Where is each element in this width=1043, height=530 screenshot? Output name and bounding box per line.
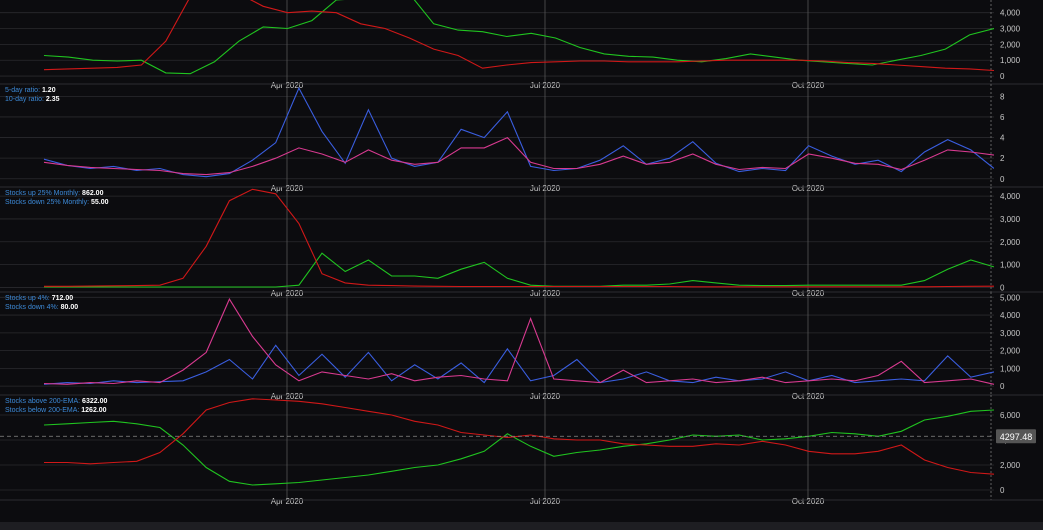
y-tick-label: 6: [1000, 113, 1005, 122]
y-tick-label: 0: [1000, 72, 1005, 81]
y-tick-label: 1,000: [1000, 261, 1021, 270]
legend-row: Stocks below 200-EMA: 1262.00: [5, 406, 107, 415]
y-tick-label: 2,000: [1000, 347, 1021, 356]
y-tick-label: 5,000: [1000, 293, 1021, 302]
legend-label: Stocks below 200-EMA:: [5, 407, 82, 414]
y-tick-label: 0: [1000, 382, 1005, 391]
pane-legend: 5-day ratio: 1.20 10-day ratio: 2.35: [5, 86, 59, 104]
legend-row: Stocks down 4%: 80.00: [5, 303, 78, 312]
legend-label: Stocks down 25% Monthly:: [5, 199, 91, 206]
y-tick-label: 2,000: [1000, 238, 1021, 247]
y-tick-label: 0: [1000, 283, 1005, 292]
price-label-box: [996, 429, 1036, 444]
series-line-1: [44, 252, 994, 288]
legend-value: 55.00: [91, 199, 109, 206]
y-tick-label: 6,000: [1000, 411, 1021, 420]
legend-label: 5-day ratio:: [5, 87, 42, 94]
y-tick-label: 4,000: [1000, 311, 1021, 320]
y-tick-label: 1,000: [1000, 364, 1021, 373]
legend-row: 10-day ratio: 2.35: [5, 95, 59, 104]
y-tick-label: 3,000: [1000, 215, 1021, 224]
y-tick-label: 4: [1000, 134, 1005, 143]
y-tick-label: 4,000: [1000, 9, 1021, 18]
series-line-2: [43, 297, 994, 385]
legend-label: 10-day ratio:: [5, 96, 46, 103]
pane-legend: Stocks up 4%: 712.00 Stocks down 4%: 80.0…: [5, 294, 78, 312]
price-label: 4297.48: [1000, 432, 1033, 442]
y-tick-label: 4,000: [1000, 192, 1021, 201]
legend-row: Stocks up 25% Monthly: 862.00: [5, 189, 109, 198]
bottom-strip: [0, 522, 1043, 530]
legend-row: 5-day ratio: 1.20: [5, 86, 59, 95]
legend-label: Stocks up 25% Monthly:: [5, 190, 83, 197]
y-tick-label: 0: [1000, 486, 1005, 495]
y-tick-label: 2,000: [1000, 461, 1021, 470]
y-tick-label: 3,000: [1000, 25, 1021, 34]
series-line-2: [43, 0, 994, 72]
y-tick-label: 0: [1000, 175, 1005, 184]
legend-value: 1262.00: [81, 407, 107, 414]
pane-legend: Stocks above 200-EMA: 6322.00 Stocks belo…: [5, 397, 107, 415]
legend-value: 712.00: [51, 295, 74, 302]
legend-row: Stocks down 25% Monthly: 55.00: [5, 198, 109, 207]
series-line-1: [43, 0, 994, 75]
y-tick-label: 3,000: [1000, 329, 1021, 338]
legend-value: 862.00: [82, 190, 104, 197]
legend-value: 2.35: [45, 96, 60, 103]
legend-label: Stocks down 4%:: [5, 304, 61, 311]
legend-value: 80.00: [60, 304, 79, 311]
series-line-1: [43, 344, 994, 385]
x-tick-label: Jul 2020: [530, 497, 561, 506]
legend-label: Stocks up 4%:: [5, 295, 52, 302]
x-tick-label: Oct 2020: [792, 497, 825, 506]
series-line-2: [43, 136, 994, 176]
x-tick-label: Apr 2020: [271, 497, 304, 506]
legend-row: Stocks up 4%: 712.00: [5, 294, 78, 303]
legend-row: Stocks above 200-EMA: 6322.00: [5, 397, 107, 406]
series-line-1: [43, 409, 994, 486]
legend-value: 1.20: [41, 87, 56, 94]
pane-legend: Stocks up 25% Monthly: 862.00 Stocks down…: [5, 189, 109, 207]
y-tick-label: 1,000: [1000, 56, 1021, 65]
series-line-2: [44, 188, 994, 288]
y-tick-label: 8: [1000, 92, 1005, 101]
y-tick-label: 2: [1000, 154, 1005, 163]
series-line-1: [43, 86, 994, 178]
legend-label: Stocks above 200-EMA:: [5, 398, 83, 405]
legend-value: 6322.00: [82, 398, 108, 405]
y-tick-label: 2,000: [1000, 40, 1021, 49]
